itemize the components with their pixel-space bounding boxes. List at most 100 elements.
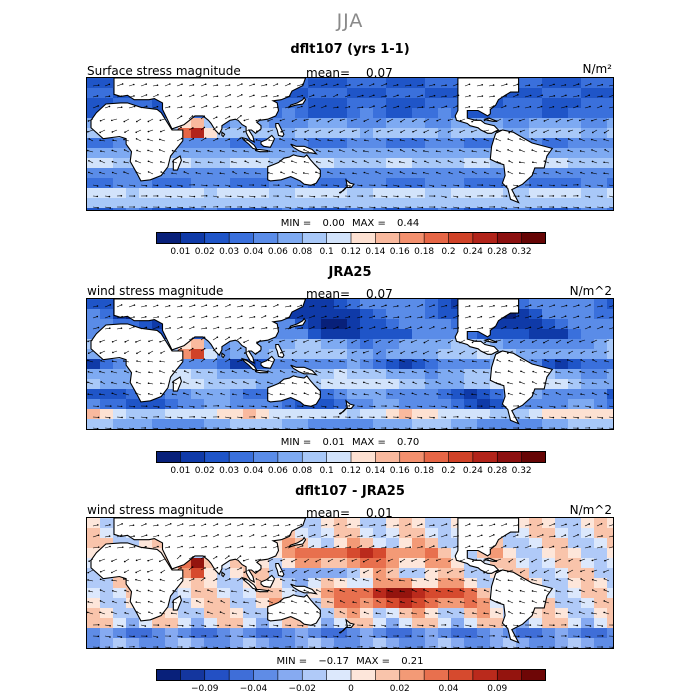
- field-cell: [594, 628, 608, 639]
- wind-vector-head: [277, 534, 280, 536]
- wind-vector-head: [288, 523, 291, 526]
- wind-vector: [280, 601, 286, 604]
- panel-3-variable: wind stress magnitude: [87, 503, 224, 517]
- wind-vector-head: [231, 370, 234, 372]
- field-cell: [334, 518, 348, 529]
- wind-vector-head: [376, 571, 378, 574]
- wind-vector-head: [193, 524, 195, 526]
- wind-vector: [568, 601, 574, 604]
- field-cell: [243, 598, 257, 609]
- wind-vector: [488, 305, 495, 308]
- wind-vector: [327, 171, 334, 175]
- field-cell: [386, 369, 400, 380]
- colorbar-swatch: [326, 669, 352, 681]
- wind-vector-head: [121, 206, 124, 208]
- field-cell: [477, 178, 491, 189]
- field-cell: [412, 379, 426, 390]
- wind-vector: [332, 305, 339, 308]
- field-cell: [529, 548, 543, 559]
- field-cell: [594, 608, 608, 619]
- field-cell: [243, 188, 257, 199]
- field-cell: [490, 598, 504, 609]
- wind-vector: [543, 601, 550, 604]
- wind-vector: [248, 316, 255, 319]
- wind-vector: [136, 371, 142, 374]
- wind-vector: [296, 206, 303, 209]
- wind-vector-head: [291, 392, 294, 395]
- wind-vector: [320, 534, 327, 538]
- wind-vector: [500, 206, 507, 209]
- field-cell: [282, 339, 296, 350]
- field-cell: [542, 558, 556, 569]
- wind-vector-head: [203, 115, 206, 118]
- field-cell: [503, 329, 517, 340]
- field-cell: [568, 359, 582, 370]
- wind-vector-head: [327, 150, 330, 152]
- wind-vector-head: [216, 566, 219, 569]
- field-cell: [555, 309, 569, 320]
- wind-vector-head: [99, 589, 102, 591]
- field-cell: [321, 309, 335, 320]
- field-cell: [438, 319, 452, 330]
- field-cell: [503, 98, 517, 109]
- field-cell: [295, 528, 309, 539]
- wind-vector-head: [376, 578, 378, 580]
- wind-vector-head: [121, 625, 124, 627]
- wind-vector-head: [424, 382, 426, 384]
- wind-vector-head: [397, 647, 400, 648]
- wind-vector-head: [277, 647, 279, 648]
- field-cell: [529, 518, 543, 529]
- field-cell: [295, 339, 309, 350]
- wind-vector-head: [579, 150, 582, 152]
- wind-vector: [296, 184, 303, 187]
- field-cell: [308, 379, 322, 390]
- wind-vector-head: [459, 570, 461, 573]
- field-cell: [126, 399, 140, 410]
- wind-vector: [243, 339, 250, 343]
- wind-vector-head: [253, 196, 256, 198]
- wind-vector-head: [459, 131, 461, 133]
- wind-vector: [404, 416, 411, 419]
- field-cell: [373, 588, 387, 599]
- wind-vector: [524, 206, 531, 208]
- wind-vector: [183, 590, 190, 593]
- wind-vector: [568, 393, 574, 396]
- wind-vector-head: [529, 624, 532, 626]
- wind-vector: [532, 339, 538, 343]
- field-cell: [490, 638, 504, 648]
- wind-vector: [188, 535, 195, 538]
- wind-vector: [572, 545, 578, 549]
- wind-vector: [459, 350, 466, 354]
- wind-vector: [392, 405, 399, 407]
- wind-vector-head: [96, 305, 99, 307]
- field-cell: [399, 588, 413, 599]
- field-cell: [308, 329, 322, 340]
- wind-vector-head: [481, 646, 483, 648]
- field-cell: [568, 319, 582, 330]
- field-cell: [295, 128, 309, 139]
- wind-vector-head: [588, 316, 591, 318]
- wind-vector-head: [289, 305, 292, 307]
- wind-vector-head: [504, 326, 507, 328]
- field-cell: [100, 299, 114, 310]
- wind-vector-head: [352, 130, 354, 133]
- wind-vector: [140, 546, 147, 549]
- wind-vector-head: [204, 206, 207, 208]
- field-cell: [282, 128, 296, 139]
- wind-vector: [148, 129, 154, 132]
- field-cell: [581, 558, 595, 569]
- field-cell: [191, 128, 205, 139]
- wind-vector-head: [219, 150, 222, 152]
- wind-vector-head: [543, 393, 546, 395]
- wind-vector-head: [352, 577, 354, 580]
- field-cell: [464, 618, 478, 629]
- field-cell: [412, 369, 426, 380]
- wind-vector-head: [372, 83, 375, 85]
- wind-vector: [519, 149, 526, 153]
- wind-vector-head: [240, 94, 243, 96]
- wind-vector-head: [352, 392, 354, 395]
- field-cell: [594, 419, 608, 429]
- wind-vector-head: [337, 207, 340, 209]
- wind-vector: [224, 94, 231, 98]
- field-cell: [295, 359, 309, 370]
